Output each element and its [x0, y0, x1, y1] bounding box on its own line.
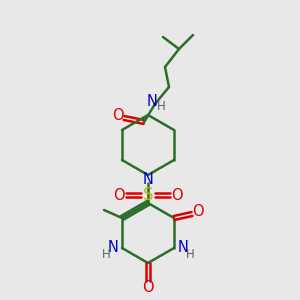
- Text: H: H: [102, 248, 110, 262]
- Text: O: O: [113, 188, 125, 202]
- Text: N: N: [108, 241, 118, 256]
- Text: H: H: [186, 248, 194, 262]
- Text: O: O: [112, 109, 124, 124]
- Text: O: O: [142, 280, 154, 296]
- Text: H: H: [157, 100, 165, 112]
- Text: N: N: [178, 241, 188, 256]
- Text: S: S: [143, 186, 153, 204]
- Text: N: N: [147, 94, 158, 109]
- Text: O: O: [192, 205, 204, 220]
- Text: N: N: [142, 172, 153, 188]
- Text: O: O: [171, 188, 183, 202]
